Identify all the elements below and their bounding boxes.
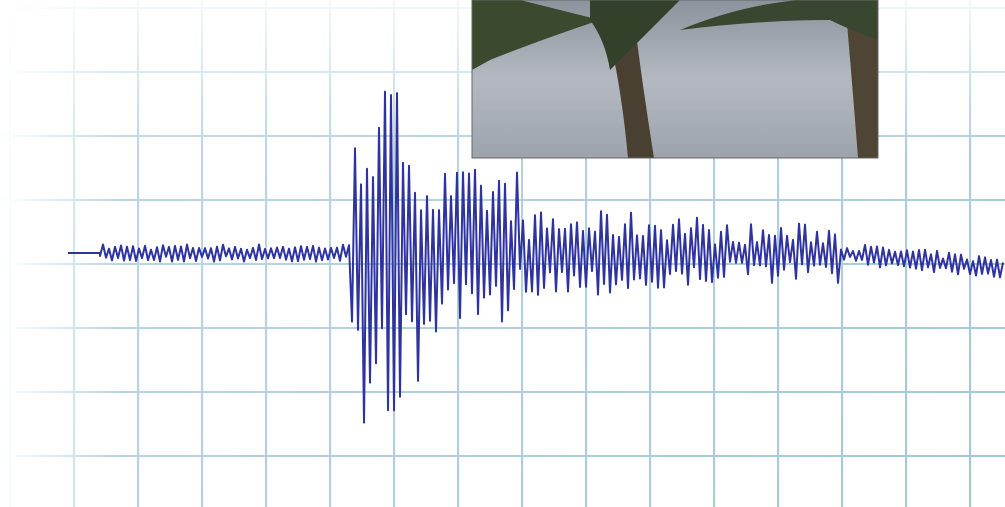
seismograph-illustration <box>0 0 1005 507</box>
palm-photo <box>472 0 878 158</box>
page: (() => { const NS = 'http://www.w3.org/2… <box>0 0 1005 507</box>
